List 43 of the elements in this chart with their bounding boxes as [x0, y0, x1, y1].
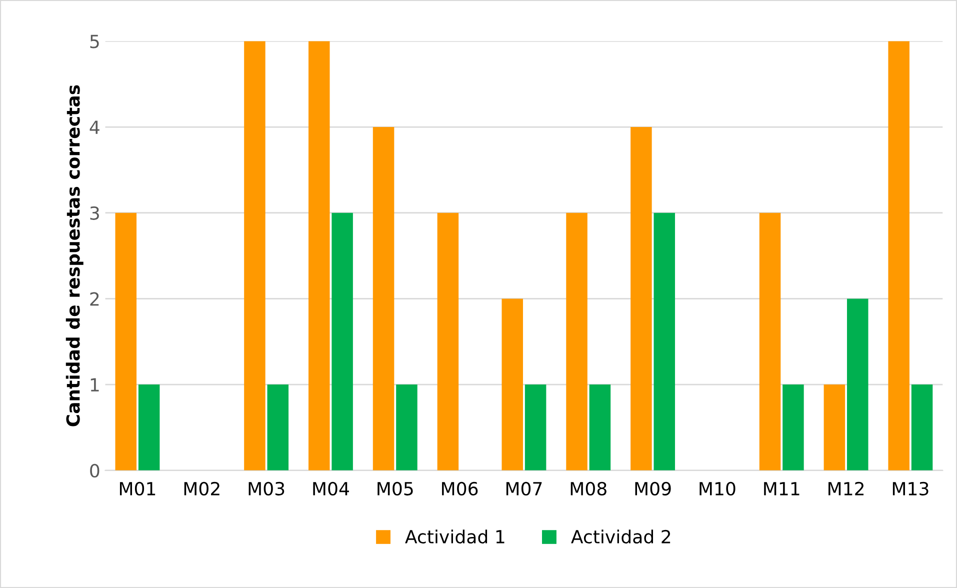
bar — [138, 384, 160, 470]
x-tick-label: M07 — [506, 482, 542, 496]
legend-label: Actividad 1 — [405, 530, 504, 544]
bar — [759, 212, 781, 470]
bar — [524, 384, 546, 470]
y-tick-label: 5 — [90, 34, 99, 48]
x-tick-label: M10 — [700, 482, 736, 496]
x-tick-label: M13 — [892, 482, 928, 496]
x-tick-label: M02 — [184, 482, 220, 496]
bar — [911, 384, 933, 470]
y-tick-label: 3 — [90, 206, 99, 220]
bar — [396, 384, 418, 470]
bar — [332, 212, 353, 470]
x-tick-label: M04 — [313, 482, 349, 496]
x-tick-label: M08 — [570, 482, 606, 496]
bar — [244, 41, 266, 470]
bar — [630, 127, 652, 470]
bar — [888, 41, 910, 470]
legend-label: Actividad 2 — [571, 530, 670, 544]
x-tick-label: M11 — [764, 482, 800, 496]
bar — [267, 384, 289, 470]
y-tick-label: 0 — [90, 464, 100, 478]
bar — [115, 212, 137, 470]
x-tick-label: M06 — [442, 482, 478, 496]
bar — [782, 384, 804, 470]
bar — [308, 41, 330, 470]
bar — [502, 298, 523, 470]
y-tick-label: 2 — [90, 292, 99, 306]
bar — [589, 384, 611, 470]
x-tick-label: M09 — [635, 482, 671, 496]
x-tick-label: M12 — [828, 482, 864, 496]
y-tick-label: 4 — [90, 120, 100, 134]
bar — [566, 212, 588, 470]
bar — [437, 212, 459, 470]
y-axis-title: Cantidad de respuestas correctas — [66, 85, 84, 426]
bar — [654, 212, 676, 470]
bar — [846, 298, 868, 470]
bar — [372, 127, 394, 470]
x-tick-label: M03 — [248, 482, 284, 496]
x-tick-label: M05 — [378, 482, 413, 496]
x-tick-label: M01 — [120, 482, 156, 496]
bar — [824, 384, 846, 470]
y-tick-label: 1 — [90, 378, 99, 392]
